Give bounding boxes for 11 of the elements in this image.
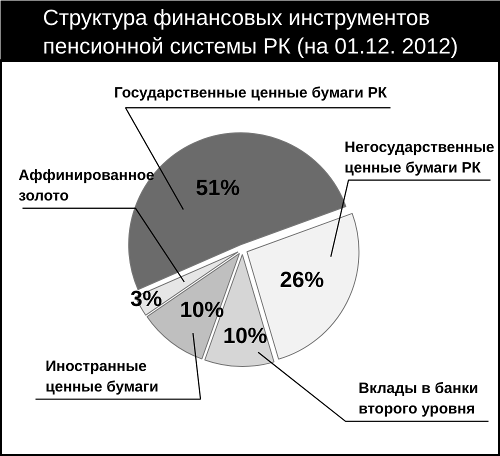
data-label: 10% [223, 322, 268, 348]
data-label: 10% [180, 296, 224, 322]
data-label: 51% [196, 174, 240, 200]
slice-label: Иностранные ценные бумаги [46, 358, 158, 396]
slice-label: Государственные ценные бумаги РК [114, 84, 388, 102]
slice-label: Негосударственные ценные бумаги РК [344, 138, 494, 176]
data-label: 26% [280, 267, 324, 292]
slice-label: Аффинированное золото [18, 167, 154, 204]
slice-label: Вклады в банки второго уровня [358, 380, 478, 418]
chart-title: Структура финансовых инструментов пенсионной системы РК (на 01.12. 2012) [42, 4, 458, 58]
data-label: 3% [130, 286, 162, 312]
